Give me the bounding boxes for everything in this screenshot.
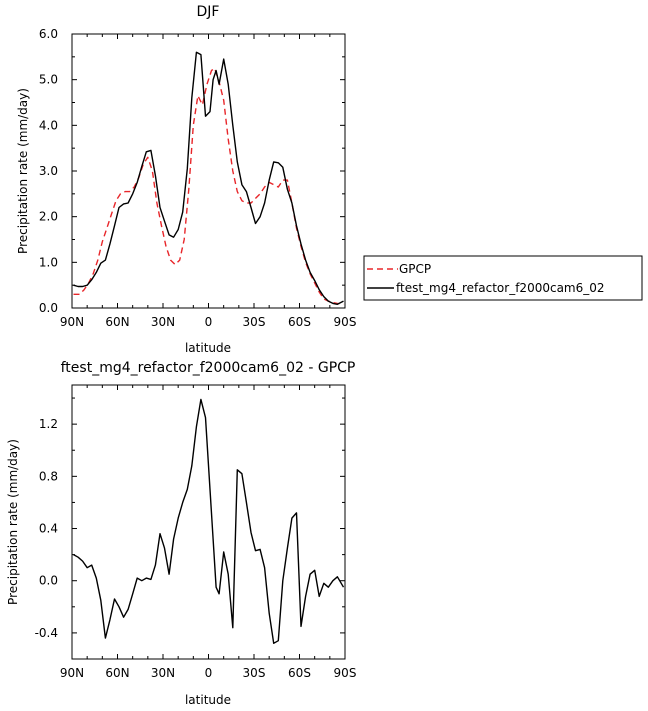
top-series-lines [73,51,344,305]
top-y-axis-title: Precipitation rate (mm/day) [16,88,30,254]
bottom-x-tick-label: 30S [243,666,266,680]
top-chart-title: DJF [197,4,220,20]
top-x-tick-label: 90S [334,315,357,329]
bottom-y-tick-label: 0.0 [39,574,58,588]
top-y-tick-label: 5.0 [39,73,58,87]
bottom-y-tick-label: 0.4 [39,522,58,536]
bottom-y-tick-label: 1.2 [39,417,58,431]
legend-box [363,255,643,301]
bottom-x-tick-label: 90S [334,666,357,680]
top-plot-frame [71,33,346,309]
top-x-tick-label: 60N [105,315,129,329]
bottom-y-axis-title: Precipitation rate (mm/day) [6,439,20,605]
bottom-series-line-0 [73,398,345,644]
top-x-tick-label: 30S [243,315,266,329]
bottom-x-axis-title: latitude [185,693,231,707]
top-x-tick-label: 30N [151,315,175,329]
top-axis-ticks: 90N 60N 30N 0 30S 60S 90S 0.0 1.0 2.0 3.0 4.0 5.0 6.0 [39,27,357,329]
top-y-tick-label: 4.0 [39,118,58,132]
bottom-axis-ticks: 90N 60N 30N 0 30S 60S 90S -0.4 0.0 0.4 0.8 1.2 [35,385,357,680]
top-x-axis-title: latitude [185,341,231,355]
top-panel: DJF 90N 60N 30N 0 30S 60S 90S 0.0 1.0 2.0 3.0 4.0 5.… [16,4,356,355]
bottom-series-lines [73,398,345,644]
bottom-chart-title: ftest_mg4_refactor_f2000cam6_02 - GPCP [61,360,356,376]
bottom-x-tick-label: 60S [288,666,311,680]
bottom-y-tick-label: -0.4 [35,626,58,640]
bottom-x-tick-label: 90N [60,666,84,680]
top-x-tick-label: 60S [288,315,311,329]
top-x-tick-label: 0 [205,315,213,329]
bottom-x-tick-label: 0 [205,666,213,680]
top-y-tick-label: 2.0 [39,210,58,224]
bottom-panel: ftest_mg4_refactor_f2000cam6_02 - GPCP 9… [6,360,356,707]
top-y-tick-label: 1.0 [39,255,58,269]
top-x-tick-label: 90N [60,315,84,329]
top-series-line-ftest-mg4-refactor-f2000cam6-02 [73,51,344,305]
bottom-plot-frame [71,384,346,660]
top-y-tick-label: 6.0 [39,27,58,41]
legend-label-model: ftest_mg4_refactor_f2000cam6_02 [396,281,605,295]
bottom-x-tick-label: 30N [151,666,175,680]
bottom-y-tick-label: 0.8 [39,469,58,483]
legend: GPCP ftest_mg4_refactor_f2000cam6_02 [363,255,643,301]
top-series-line-gpcp [73,67,344,305]
top-y-tick-label: 3.0 [39,164,58,178]
bottom-x-tick-label: 60N [105,666,129,680]
legend-label-gpcp: GPCP [399,262,431,276]
top-y-tick-label: 0.0 [39,301,58,315]
